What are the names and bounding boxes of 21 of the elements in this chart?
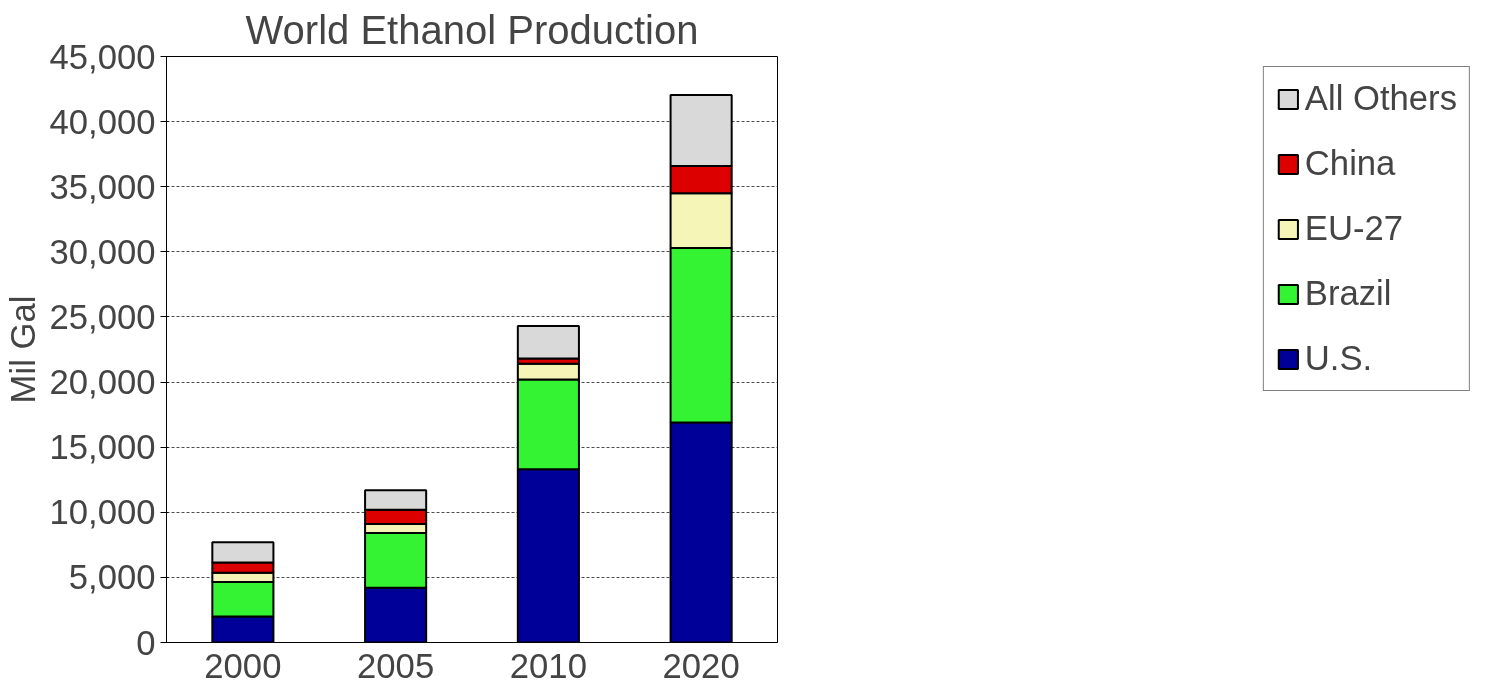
y-tick-label: 15,000 [49, 428, 156, 467]
y-tick-label: 10,000 [49, 493, 156, 532]
x-tick-label: 2010 [509, 646, 587, 685]
legend-label: China [1304, 144, 1396, 183]
chart-title: World Ethanol Production [245, 7, 699, 52]
x-tick-label: 2005 [357, 646, 435, 685]
y-tick-label: 45,000 [49, 37, 156, 76]
legend-label: EU-27 [1304, 209, 1404, 248]
y-tick-label: 5,000 [68, 558, 156, 597]
y-tick-label: 0 [136, 623, 156, 662]
x-tick-label: 2020 [662, 646, 740, 685]
y-tick-label: 25,000 [49, 297, 156, 336]
y-tick-label: 35,000 [49, 167, 156, 206]
y-tick-label: 40,000 [49, 102, 156, 141]
legend-label: All Others [1304, 79, 1457, 118]
legend-label: Brazil [1304, 274, 1392, 313]
legend-label: U.S. [1304, 339, 1373, 378]
y-tick-label: 30,000 [49, 232, 156, 271]
y-tick-label: 20,000 [49, 363, 156, 402]
x-tick-label: 2000 [204, 646, 282, 685]
y-axis-title: Mil Gal [3, 295, 42, 404]
